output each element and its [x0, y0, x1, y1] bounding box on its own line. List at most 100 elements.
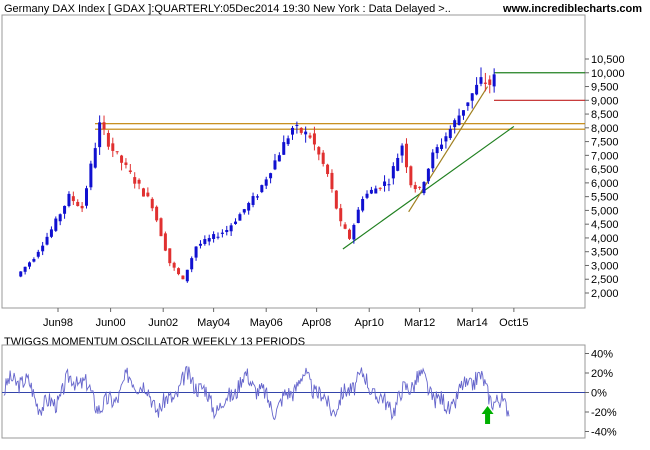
candle-body: [247, 203, 251, 211]
candle-body: [106, 132, 110, 147]
x-tick-label: Oct15: [499, 317, 528, 329]
y-tick-label: 5,000: [591, 205, 619, 217]
candle-body: [163, 233, 167, 251]
trend-line: [342, 125, 515, 250]
candle-body: [299, 127, 303, 133]
candle-body: [120, 155, 124, 163]
candle-body: [470, 93, 474, 101]
candle-body: [63, 205, 67, 214]
y-tick-label: 8,000: [591, 123, 619, 135]
candle-body: [418, 186, 422, 188]
candle-body: [391, 166, 395, 179]
candle-body: [54, 218, 58, 231]
candle-body: [220, 232, 224, 234]
site-watermark: www.incrediblecharts.com: [503, 3, 642, 15]
candle-body: [172, 262, 176, 268]
candle-body: [413, 185, 417, 190]
candle-body: [115, 151, 119, 153]
candle-body: [444, 136, 448, 142]
candle-body: [453, 120, 457, 128]
candle-body: [102, 122, 106, 130]
y-tick-label: 3,500: [591, 247, 619, 259]
candle-body: [49, 229, 53, 237]
candle-body: [483, 82, 487, 84]
y-tick-label: 5,500: [591, 192, 619, 204]
candle-body: [190, 258, 194, 270]
y-tick-label: 8,500: [591, 109, 619, 121]
candle-body: [475, 84, 479, 95]
candle-body: [168, 248, 172, 264]
candle-body: [255, 196, 259, 198]
candle-body: [28, 262, 32, 267]
candle-body: [461, 110, 465, 116]
candle-body: [242, 209, 246, 213]
y-tick-label: 10,000: [591, 68, 625, 80]
candle-body: [492, 74, 496, 87]
candle-body: [286, 138, 290, 145]
candle-body: [207, 238, 211, 242]
osc-y-tick-label: -20%: [591, 407, 617, 419]
x-tick-label: Apr10: [355, 317, 384, 329]
candle-body: [334, 190, 338, 209]
candle-body: [36, 251, 40, 257]
candle-body: [198, 243, 202, 246]
candle-body: [98, 122, 102, 148]
candle-body: [435, 147, 439, 154]
candle-body: [404, 143, 408, 168]
candle-body: [378, 187, 382, 189]
candle-body: [400, 145, 404, 156]
candle-body: [339, 208, 343, 222]
candle-body: [93, 148, 97, 168]
x-tick-label: Mar12: [404, 317, 435, 329]
y-tick-label: 3,000: [591, 260, 619, 272]
candle-body: [32, 259, 36, 262]
y-tick-label: 6,000: [591, 178, 619, 190]
y-tick-label: 4,500: [591, 219, 619, 231]
candle-body: [71, 196, 75, 202]
candle-body: [347, 229, 351, 239]
candle-body: [177, 268, 181, 275]
candle-body: [295, 124, 299, 126]
candle-body: [133, 177, 137, 184]
y-tick-label: 4,000: [591, 233, 619, 245]
candle-body: [111, 143, 115, 151]
y-tick-label: 6,500: [591, 164, 619, 176]
chart-header-title: Germany DAX Index [ GDAX ]:QUARTERLY:05D…: [4, 3, 451, 15]
y-tick-label: 9,000: [591, 95, 619, 107]
candle-body: [84, 188, 88, 206]
candle-body: [89, 163, 93, 188]
candle-body: [19, 271, 23, 277]
candle-body: [361, 199, 365, 211]
candle-body: [317, 147, 321, 155]
x-tick-label: Apr08: [302, 317, 331, 329]
candle-body: [269, 173, 273, 179]
candle-body: [194, 246, 198, 258]
osc-y-tick-label: 40%: [591, 349, 613, 361]
candle-body: [76, 201, 80, 207]
candle-body: [466, 102, 470, 107]
x-tick-label: Mar14: [457, 317, 488, 329]
candle-body: [479, 77, 483, 84]
candle-body: [365, 193, 369, 198]
y-tick-label: 2,500: [591, 274, 619, 286]
candle-body: [273, 160, 277, 170]
candle-body: [312, 133, 316, 145]
candle-body: [45, 236, 49, 245]
candle-body: [440, 144, 444, 149]
candle-body: [326, 164, 330, 175]
osc-y-tick-label: -40%: [591, 427, 617, 439]
candle-body: [321, 152, 325, 164]
y-tick-label: 9,500: [591, 82, 619, 94]
candle-body: [426, 168, 430, 182]
candle-body: [185, 269, 189, 282]
x-tick-label: Jun98: [43, 317, 73, 329]
candle-body: [212, 234, 216, 239]
candle-body: [260, 185, 264, 193]
candle-body: [159, 218, 163, 237]
candle-body: [155, 206, 159, 221]
candle-body: [238, 214, 242, 221]
candle-body: [383, 181, 387, 186]
candle-body: [291, 127, 295, 135]
candle-body: [23, 266, 27, 272]
